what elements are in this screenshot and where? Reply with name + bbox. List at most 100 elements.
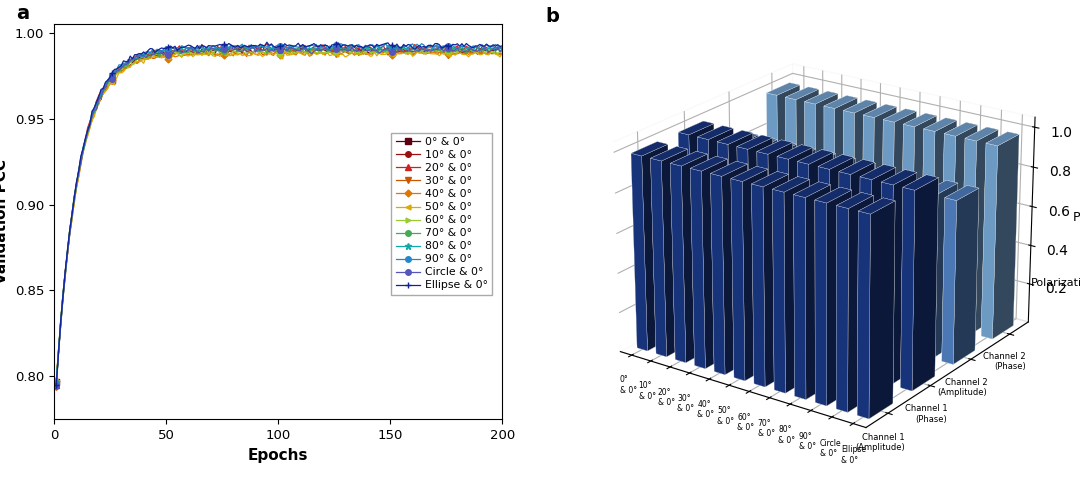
- X-axis label: Epochs: Epochs: [247, 448, 309, 463]
- Ellipse & 0°: [68, 195, 81, 201]
- 20° & 0°: [77, 146, 90, 152]
- 40° & 0°: [460, 49, 473, 55]
- 60° & 0°: [496, 49, 509, 55]
- 80° & 0°: [68, 197, 81, 202]
- 50° & 0°: [68, 199, 81, 205]
- Ellipse & 0°: [168, 43, 181, 49]
- 30° & 0°: [133, 57, 146, 63]
- 60° & 0°: [460, 47, 473, 53]
- Ellipse & 0°: [77, 146, 90, 151]
- Ellipse & 0°: [133, 51, 146, 56]
- Ellipse & 0°: [50, 382, 63, 388]
- 90° & 0°: [460, 45, 473, 51]
- Ellipse & 0°: [475, 43, 488, 49]
- Line: 80° & 0°: 80° & 0°: [53, 41, 505, 387]
- 0° & 0°: [373, 44, 386, 50]
- 40° & 0°: [50, 378, 63, 384]
- 50° & 0°: [133, 58, 146, 64]
- 70° & 0°: [475, 49, 488, 54]
- 20° & 0°: [50, 382, 63, 388]
- 40° & 0°: [370, 47, 383, 53]
- 60° & 0°: [475, 48, 488, 54]
- Line: 60° & 0°: 60° & 0°: [54, 45, 504, 385]
- 70° & 0°: [133, 57, 146, 63]
- 30° & 0°: [475, 51, 488, 56]
- 10° & 0°: [168, 48, 181, 54]
- 60° & 0°: [168, 50, 181, 55]
- 90° & 0°: [168, 45, 181, 51]
- 40° & 0°: [168, 54, 181, 60]
- Circle & 0°: [185, 44, 198, 50]
- 20° & 0°: [260, 40, 273, 46]
- 0° & 0°: [133, 54, 146, 60]
- 70° & 0°: [68, 193, 81, 199]
- 70° & 0°: [168, 48, 181, 54]
- 30° & 0°: [50, 384, 63, 389]
- Line: 10° & 0°: 10° & 0°: [54, 43, 505, 386]
- 60° & 0°: [388, 45, 401, 51]
- 90° & 0°: [50, 380, 63, 386]
- Circle & 0°: [168, 47, 181, 53]
- 20° & 0°: [460, 43, 473, 49]
- 80° & 0°: [496, 45, 509, 51]
- 30° & 0°: [496, 51, 509, 56]
- 90° & 0°: [379, 40, 392, 46]
- 70° & 0°: [77, 147, 90, 153]
- Ellipse & 0°: [260, 40, 273, 45]
- 50° & 0°: [306, 48, 319, 54]
- 30° & 0°: [77, 149, 90, 155]
- Ellipse & 0°: [460, 40, 473, 46]
- 40° & 0°: [475, 50, 488, 55]
- Line: 90° & 0°: 90° & 0°: [54, 40, 505, 386]
- Line: 50° & 0°: 50° & 0°: [54, 48, 504, 385]
- 50° & 0°: [460, 52, 473, 57]
- 90° & 0°: [77, 144, 90, 149]
- Line: Circle & 0°: Circle & 0°: [54, 44, 505, 389]
- Circle & 0°: [460, 48, 473, 54]
- 70° & 0°: [496, 48, 509, 54]
- Text: a: a: [16, 4, 29, 23]
- 60° & 0°: [77, 147, 90, 153]
- Y-axis label: Validation PCC: Validation PCC: [0, 159, 10, 284]
- Circle & 0°: [77, 147, 90, 153]
- 20° & 0°: [168, 46, 181, 52]
- 60° & 0°: [133, 56, 146, 62]
- 70° & 0°: [247, 43, 260, 49]
- 50° & 0°: [475, 52, 488, 57]
- 80° & 0°: [50, 380, 63, 386]
- 10° & 0°: [77, 146, 90, 151]
- Line: 70° & 0°: 70° & 0°: [54, 43, 505, 386]
- 0° & 0°: [460, 51, 473, 57]
- 20° & 0°: [68, 196, 81, 201]
- Line: 40° & 0°: 40° & 0°: [54, 47, 504, 384]
- 60° & 0°: [50, 379, 63, 385]
- 10° & 0°: [68, 196, 81, 201]
- 60° & 0°: [68, 195, 81, 201]
- Circle & 0°: [50, 383, 63, 389]
- 20° & 0°: [496, 45, 509, 51]
- 10° & 0°: [256, 43, 269, 49]
- 80° & 0°: [475, 46, 488, 52]
- 0° & 0°: [496, 46, 509, 52]
- 80° & 0°: [77, 149, 90, 155]
- Line: 20° & 0°: 20° & 0°: [54, 41, 505, 388]
- 90° & 0°: [133, 52, 146, 58]
- 80° & 0°: [133, 53, 146, 58]
- Line: Ellipse & 0°: Ellipse & 0°: [53, 39, 505, 388]
- 10° & 0°: [133, 57, 146, 63]
- 40° & 0°: [133, 59, 146, 65]
- 0° & 0°: [168, 51, 181, 57]
- 90° & 0°: [496, 45, 509, 51]
- 10° & 0°: [496, 45, 509, 51]
- 70° & 0°: [50, 380, 63, 386]
- 40° & 0°: [496, 51, 509, 57]
- 80° & 0°: [346, 42, 359, 48]
- 40° & 0°: [77, 148, 90, 154]
- 30° & 0°: [168, 51, 181, 56]
- 50° & 0°: [50, 379, 63, 385]
- 0° & 0°: [68, 198, 81, 203]
- 90° & 0°: [68, 196, 81, 201]
- 50° & 0°: [168, 52, 181, 57]
- Line: 0° & 0°: 0° & 0°: [54, 45, 505, 385]
- Circle & 0°: [496, 46, 509, 52]
